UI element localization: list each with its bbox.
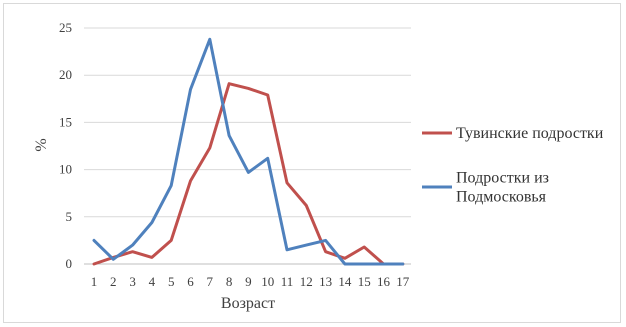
- series-lines: [92, 37, 405, 266]
- y-tick-label: 25: [59, 20, 72, 35]
- x-tick-label: 17: [396, 274, 410, 289]
- y-tick-label: 20: [59, 67, 72, 82]
- y-axis-title: %: [33, 138, 50, 151]
- x-tick-label: 15: [358, 274, 371, 289]
- legend: Тувинские подростки Подростки из Подмосков…: [422, 125, 604, 206]
- x-tick-label: 13: [319, 274, 332, 289]
- y-tick-label: 15: [59, 114, 72, 129]
- y-axis-ticks: 0 5 10 15 20 25: [59, 20, 72, 271]
- x-tick-label: 10: [261, 274, 274, 289]
- x-tick-label: 16: [377, 274, 391, 289]
- x-tick-label: 7: [207, 274, 214, 289]
- x-tick-label: 5: [168, 274, 175, 289]
- gridlines: [84, 27, 411, 265]
- x-tick-label: 3: [129, 274, 136, 289]
- x-tick-label: 12: [300, 274, 313, 289]
- x-tick-label: 11: [281, 274, 294, 289]
- y-tick-label: 5: [66, 209, 73, 224]
- x-axis-title: Возраст: [221, 295, 275, 312]
- x-tick-label: 6: [187, 274, 194, 289]
- y-tick-label: 0: [66, 256, 73, 271]
- legend-label: Тувинские подростки: [456, 125, 604, 142]
- series-line-1: [92, 82, 405, 266]
- legend-label: Подростки из Подмосковья: [456, 170, 549, 206]
- series-line-2: [92, 37, 405, 266]
- y-tick-label: 10: [59, 162, 72, 177]
- x-tick-label: 4: [149, 274, 156, 289]
- x-tick-label: 9: [245, 274, 252, 289]
- chart-frame: [3, 3, 621, 323]
- x-tick-label: 14: [338, 274, 352, 289]
- x-tick-label: 8: [226, 274, 233, 289]
- x-tick-label: 1: [91, 274, 98, 289]
- x-axis-ticks: 1 2 3 4 5 6 7 8 9 10 11 12 13 14 15 16 17: [91, 274, 410, 289]
- x-tick-label: 2: [110, 274, 117, 289]
